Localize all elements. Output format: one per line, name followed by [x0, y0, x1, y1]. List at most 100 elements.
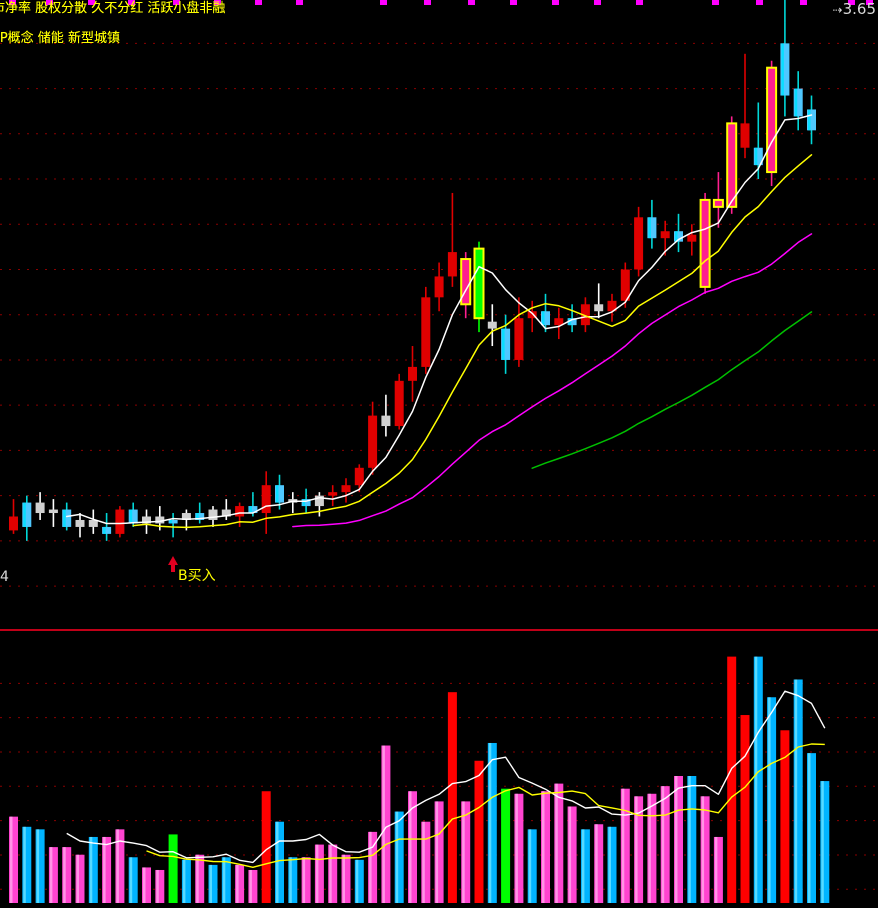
volume-bar-55[interactable] — [740, 715, 750, 903]
volume-bar-8[interactable] — [115, 829, 125, 903]
volume-bar-16[interactable] — [221, 857, 231, 903]
volume-bar-18[interactable] — [248, 869, 258, 903]
candle-2[interactable] — [35, 492, 45, 520]
volume-bar-35[interactable] — [474, 760, 484, 903]
volume-bar-32[interactable] — [434, 801, 444, 903]
candle-31[interactable] — [421, 286, 431, 374]
volume-bar-27[interactable] — [368, 831, 378, 903]
candle-32[interactable] — [434, 262, 444, 312]
candle-33[interactable] — [447, 192, 457, 287]
candle-6[interactable] — [88, 509, 98, 534]
candle-49[interactable] — [660, 220, 670, 256]
candle-52[interactable] — [699, 192, 711, 294]
candle-54[interactable] — [726, 116, 738, 214]
candle-19[interactable] — [261, 471, 271, 534]
volume-bar-57[interactable] — [767, 697, 777, 903]
candle-23[interactable] — [314, 492, 324, 517]
volume-bar-7[interactable] — [102, 836, 112, 903]
volume-bar-52[interactable] — [700, 796, 710, 903]
candle-41[interactable] — [554, 307, 564, 340]
candle-25[interactable] — [341, 478, 351, 503]
candle-60[interactable] — [807, 95, 816, 145]
candle-56[interactable] — [753, 102, 763, 180]
candle-47[interactable] — [634, 206, 644, 277]
candle-24[interactable] — [328, 485, 338, 507]
volume-bar-29[interactable] — [394, 811, 404, 903]
volume-bar-59[interactable] — [793, 679, 803, 903]
candle-50[interactable] — [674, 213, 683, 253]
candle-0[interactable] — [9, 499, 18, 534]
candle-42[interactable] — [567, 304, 577, 333]
candle-35[interactable] — [473, 241, 485, 333]
candle-36[interactable] — [487, 304, 497, 347]
volume-bar-25[interactable] — [341, 854, 351, 903]
volume-bar-15[interactable] — [208, 864, 218, 903]
volume-bar-4[interactable] — [62, 847, 72, 903]
candle-40[interactable] — [541, 293, 550, 333]
volume-bar-10[interactable] — [142, 867, 151, 903]
candle-26[interactable] — [354, 464, 364, 493]
volume-bar-45[interactable] — [607, 826, 617, 903]
candle-5[interactable] — [75, 513, 85, 538]
candle-3[interactable] — [48, 499, 58, 527]
volume-bar-54[interactable] — [727, 656, 737, 903]
candle-44[interactable] — [594, 283, 604, 319]
candle-37[interactable] — [501, 314, 511, 374]
candle-1[interactable] — [22, 495, 32, 541]
volume-bar-20[interactable] — [275, 821, 284, 903]
price-pane[interactable] — [0, 0, 878, 630]
volume-bar-11[interactable] — [155, 869, 165, 903]
candle-7[interactable] — [102, 513, 112, 541]
candle-43[interactable] — [580, 297, 590, 333]
volume-bar-37[interactable] — [501, 788, 511, 903]
volume-bar-48[interactable] — [647, 793, 657, 903]
volume-bar-50[interactable] — [674, 776, 683, 903]
volume-bar-44[interactable] — [594, 824, 604, 903]
volume-bar-2[interactable] — [35, 829, 45, 903]
volume-bar-22[interactable] — [301, 857, 311, 903]
candle-57[interactable] — [766, 60, 778, 186]
volume-bar-19[interactable] — [261, 791, 271, 903]
volume-bar-28[interactable] — [381, 745, 391, 903]
candle-46[interactable] — [620, 262, 630, 308]
volume-bar-53[interactable] — [713, 836, 723, 903]
concept-tags-line-2[interactable]: PP概念 储能 新型城镇 — [0, 31, 120, 46]
volume-bar-56[interactable] — [753, 656, 763, 903]
volume-bar-39[interactable] — [527, 829, 537, 903]
volume-bar-23[interactable] — [314, 844, 324, 903]
candle-38[interactable] — [514, 297, 524, 367]
volume-bar-26[interactable] — [354, 859, 364, 903]
volume-bar-38[interactable] — [514, 793, 524, 903]
volume-bar-3[interactable] — [48, 847, 58, 903]
candle-48[interactable] — [647, 199, 657, 249]
volume-bar-40[interactable] — [541, 791, 550, 903]
candle-14[interactable] — [195, 502, 205, 524]
candle-59[interactable] — [793, 71, 803, 131]
candle-53[interactable] — [712, 172, 724, 228]
candle-28[interactable] — [381, 394, 391, 437]
candle-20[interactable] — [275, 474, 284, 510]
candle-12[interactable] — [168, 513, 178, 538]
volume-bar-58[interactable] — [780, 730, 790, 903]
volume-bar-51[interactable] — [687, 776, 697, 903]
volume-bar-47[interactable] — [634, 796, 644, 903]
volume-bar-1[interactable] — [22, 826, 32, 903]
candle-8[interactable] — [115, 506, 125, 538]
volume-bar-13[interactable] — [181, 859, 191, 903]
volume-bar-24[interactable] — [328, 844, 338, 903]
volume-bar-34[interactable] — [461, 801, 471, 903]
candle-30[interactable] — [408, 346, 417, 402]
price-chart-canvas[interactable] — [0, 0, 878, 630]
concept-tags-line-1[interactable]: 市净率 股权分散 久不分红 活跃小盘非融 — [0, 1, 226, 16]
volume-bar-61[interactable] — [820, 781, 830, 903]
candle-51[interactable] — [687, 224, 697, 256]
volume-bar-41[interactable] — [554, 783, 564, 903]
volume-bar-30[interactable] — [408, 791, 417, 903]
candle-17[interactable] — [235, 502, 245, 527]
volume-bar-14[interactable] — [195, 854, 205, 903]
candle-29[interactable] — [394, 373, 404, 430]
volume-bar-33[interactable] — [447, 692, 457, 903]
volume-bar-43[interactable] — [580, 829, 590, 903]
volume-bar-5[interactable] — [75, 854, 85, 903]
volume-bar-9[interactable] — [128, 857, 138, 903]
